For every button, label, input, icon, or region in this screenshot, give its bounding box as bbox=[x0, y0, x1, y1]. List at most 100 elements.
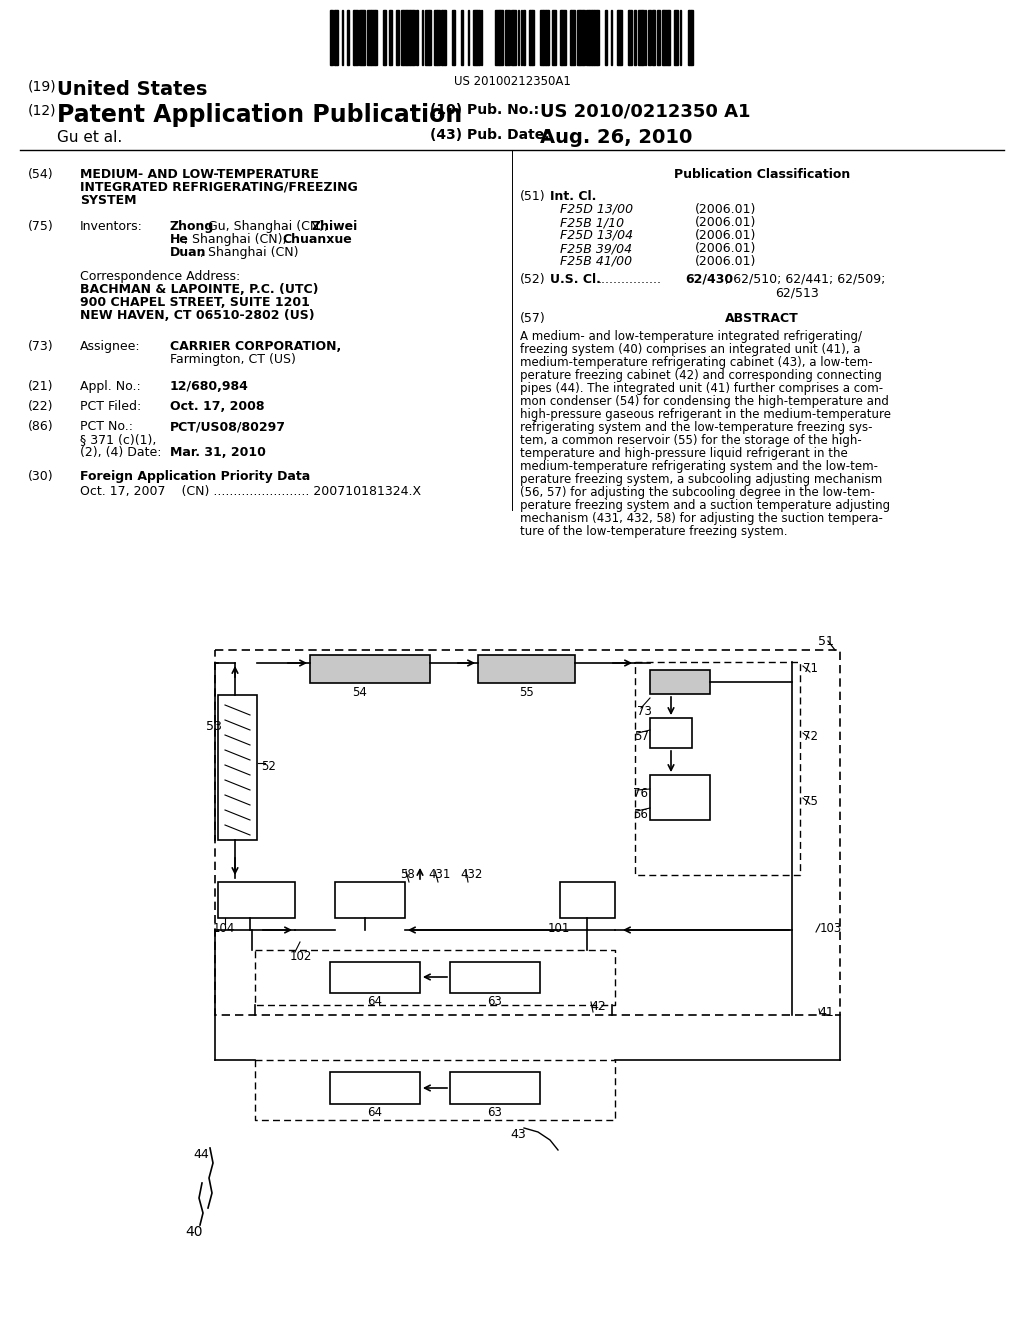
Bar bbox=[425, 11, 429, 65]
Text: 104: 104 bbox=[213, 921, 236, 935]
Bar bbox=[513, 11, 516, 65]
Bar bbox=[532, 11, 534, 65]
Text: F25B 1/10: F25B 1/10 bbox=[560, 216, 624, 228]
Bar bbox=[562, 11, 566, 65]
Text: ; 62/510; 62/441; 62/509;: ; 62/510; 62/441; 62/509; bbox=[725, 273, 886, 286]
Text: (86): (86) bbox=[28, 420, 53, 433]
Bar bbox=[401, 11, 403, 65]
Bar bbox=[546, 11, 548, 65]
Text: 64: 64 bbox=[368, 1106, 383, 1119]
Text: (10) Pub. No.:: (10) Pub. No.: bbox=[430, 103, 539, 117]
Bar bbox=[638, 11, 642, 65]
Text: BACHMAN & LAPOINTE, P.C. (UTC): BACHMAN & LAPOINTE, P.C. (UTC) bbox=[80, 282, 318, 296]
Text: 52: 52 bbox=[261, 760, 275, 774]
Text: (73): (73) bbox=[28, 341, 53, 352]
Bar bbox=[218, 882, 295, 917]
Text: medium-temperature refrigerating cabinet (43), a low-tem-: medium-temperature refrigerating cabinet… bbox=[520, 356, 872, 370]
Text: F25D 13/00: F25D 13/00 bbox=[560, 203, 633, 216]
Text: 75: 75 bbox=[803, 795, 818, 808]
Text: US 20100212350A1: US 20100212350A1 bbox=[454, 75, 570, 88]
Bar bbox=[367, 11, 371, 65]
Bar bbox=[452, 11, 454, 65]
Text: 101: 101 bbox=[548, 921, 570, 935]
Text: Gu, Shanghai (CN);: Gu, Shanghai (CN); bbox=[204, 220, 333, 234]
Text: 72: 72 bbox=[803, 730, 818, 743]
Text: Zhiwei: Zhiwei bbox=[312, 220, 358, 234]
Text: high-pressure gaseous refrigerant in the medium-temperature: high-pressure gaseous refrigerant in the… bbox=[520, 408, 891, 421]
Text: (51): (51) bbox=[520, 190, 546, 203]
Text: 71: 71 bbox=[803, 663, 818, 675]
Text: 102: 102 bbox=[290, 950, 312, 964]
Bar bbox=[642, 11, 644, 65]
Text: perature freezing system, a subcooling adjusting mechanism: perature freezing system, a subcooling a… bbox=[520, 473, 883, 486]
Text: temperature and high-pressure liquid refrigerant in the: temperature and high-pressure liquid ref… bbox=[520, 447, 848, 459]
Text: (2006.01): (2006.01) bbox=[695, 216, 757, 228]
Bar bbox=[354, 11, 358, 65]
Text: § 371 (c)(1),: § 371 (c)(1), bbox=[80, 433, 157, 446]
Text: Foreign Application Priority Data: Foreign Application Priority Data bbox=[80, 470, 310, 483]
Text: U.S. Cl.: U.S. Cl. bbox=[550, 273, 601, 286]
Text: 55: 55 bbox=[518, 686, 534, 700]
Text: Zhong: Zhong bbox=[170, 220, 214, 234]
Text: 900 CHAPEL STREET, SUITE 1201: 900 CHAPEL STREET, SUITE 1201 bbox=[80, 296, 310, 309]
Text: Oct. 17, 2008: Oct. 17, 2008 bbox=[170, 400, 264, 413]
Text: 42: 42 bbox=[590, 1001, 606, 1012]
Bar bbox=[634, 11, 636, 65]
Text: MEDIUM- AND LOW-TEMPERATURE: MEDIUM- AND LOW-TEMPERATURE bbox=[80, 168, 318, 181]
Bar bbox=[560, 882, 615, 917]
Bar bbox=[473, 11, 475, 65]
Text: (2), (4) Date:: (2), (4) Date: bbox=[80, 446, 162, 459]
Text: INTEGRATED REFRIGERATING/FREEZING: INTEGRATED REFRIGERATING/FREEZING bbox=[80, 181, 357, 194]
Text: Correspondence Address:: Correspondence Address: bbox=[80, 271, 241, 282]
Text: A medium- and low-temperature integrated refrigerating/: A medium- and low-temperature integrated… bbox=[520, 330, 862, 343]
Text: Int. Cl.: Int. Cl. bbox=[550, 190, 596, 203]
Text: refrigerating system and the low-temperature freezing sys-: refrigerating system and the low-tempera… bbox=[520, 421, 872, 434]
Text: Farmington, CT (US): Farmington, CT (US) bbox=[170, 352, 296, 366]
Bar bbox=[583, 11, 585, 65]
Text: tem, a common reservoir (55) for the storage of the high-: tem, a common reservoir (55) for the sto… bbox=[520, 434, 862, 447]
Text: Inventors:: Inventors: bbox=[80, 220, 143, 234]
Text: 53: 53 bbox=[206, 719, 222, 733]
Bar bbox=[586, 11, 589, 65]
Text: 43: 43 bbox=[510, 1129, 525, 1140]
Bar bbox=[506, 11, 510, 65]
Text: 41: 41 bbox=[818, 1006, 834, 1019]
Bar bbox=[592, 11, 594, 65]
Text: (2006.01): (2006.01) bbox=[695, 255, 757, 268]
Bar bbox=[495, 11, 499, 65]
Bar bbox=[413, 11, 415, 65]
Bar bbox=[330, 962, 420, 993]
Text: He: He bbox=[170, 234, 188, 246]
Bar bbox=[530, 11, 532, 65]
Text: (54): (54) bbox=[28, 168, 53, 181]
Bar bbox=[500, 11, 503, 65]
Text: (56, 57) for adjusting the subcooling degree in the low-tem-: (56, 57) for adjusting the subcooling de… bbox=[520, 486, 874, 499]
Bar bbox=[461, 11, 463, 65]
Text: United States: United States bbox=[57, 81, 208, 99]
Bar bbox=[511, 11, 513, 65]
Text: (19): (19) bbox=[28, 81, 56, 94]
Text: 12/680,984: 12/680,984 bbox=[170, 380, 249, 393]
Text: Oct. 17, 2007    (CN) ........................ 200710181324.X: Oct. 17, 2007 (CN) .....................… bbox=[80, 484, 421, 498]
Text: (12): (12) bbox=[28, 103, 56, 117]
Bar bbox=[437, 11, 440, 65]
Text: ABSTRACT: ABSTRACT bbox=[725, 312, 799, 325]
Text: medium-temperature refrigerating system and the low-tem-: medium-temperature refrigerating system … bbox=[520, 459, 878, 473]
Bar bbox=[594, 11, 597, 65]
Bar bbox=[371, 11, 375, 65]
Text: Chuanxue: Chuanxue bbox=[282, 234, 352, 246]
Bar bbox=[434, 11, 437, 65]
Text: Publication Classification: Publication Classification bbox=[674, 168, 850, 181]
Text: 431: 431 bbox=[428, 869, 451, 880]
Bar bbox=[407, 11, 410, 65]
Text: Assignee:: Assignee: bbox=[80, 341, 140, 352]
Text: perature freezing cabinet (42) and corresponding connecting: perature freezing cabinet (42) and corre… bbox=[520, 370, 882, 381]
Bar bbox=[589, 11, 592, 65]
Text: (2006.01): (2006.01) bbox=[695, 203, 757, 216]
Bar bbox=[552, 11, 556, 65]
Bar bbox=[658, 11, 660, 65]
Text: mechanism (431, 432, 58) for adjusting the suction tempera-: mechanism (431, 432, 58) for adjusting t… bbox=[520, 512, 883, 525]
Bar bbox=[218, 696, 257, 840]
Text: 57: 57 bbox=[634, 730, 649, 743]
Bar bbox=[650, 671, 710, 694]
